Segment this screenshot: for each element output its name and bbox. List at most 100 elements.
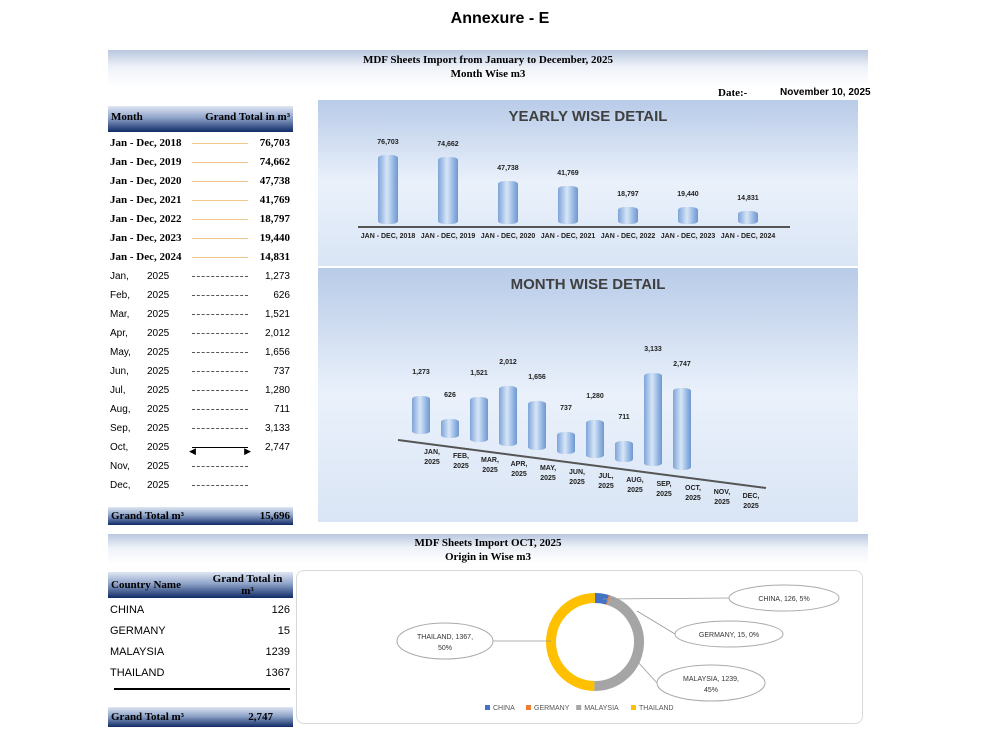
monthly-value-label: 1,280	[586, 392, 604, 400]
month-value: 1,656	[264, 347, 290, 358]
month-label: Feb,	[110, 290, 131, 301]
month-value: 711	[274, 404, 290, 415]
donut-data-label: GERMANY, 15, 0%	[699, 632, 759, 639]
origin-band-subtitle: Origin in Wise m3	[444, 551, 532, 563]
donut-slice-malaysia	[594, 595, 644, 691]
yearly-chart-title: YEARLY WISE DETAIL	[508, 108, 668, 125]
month-label: Aug,	[110, 404, 131, 415]
yearly-bar	[618, 207, 638, 224]
donut-slice-thailand	[546, 593, 596, 691]
monthly-bar	[470, 396, 488, 442]
monthly-tick-label: MAR, 2025	[481, 457, 499, 474]
page-title: Annexure - E	[450, 10, 550, 27]
year-value: 76,703	[259, 137, 290, 149]
yearly-tick-label: JAN - DEC, 2020	[480, 233, 536, 240]
month-value: 737	[273, 366, 290, 377]
month-year: 2025	[147, 442, 170, 453]
month-table-header: Month Grand Total in m³	[108, 106, 293, 132]
monthly-bar	[586, 419, 604, 458]
country-row: MALAYSIA 1239	[110, 642, 290, 662]
date-label: Date:-	[718, 87, 748, 99]
import-band-subtitle: Month Wise m3	[450, 68, 526, 80]
month-year: 2025	[147, 404, 170, 415]
month-label: Mar,	[110, 309, 130, 320]
monthly-tick-label: OCT, 2025	[685, 485, 701, 502]
month-label: Oct,	[110, 442, 129, 453]
grand-total-label: Grand Total m³	[111, 510, 184, 522]
donut-label-bubble	[674, 620, 784, 648]
country-table-divider	[114, 688, 290, 690]
month-value: 2,012	[264, 328, 290, 339]
monthly-value-label: 1,273	[412, 369, 430, 377]
monthly-value-label: 1,521	[470, 369, 488, 377]
year-value: 41,769	[259, 194, 290, 206]
yearly-value-label: 47,738	[497, 165, 519, 173]
month-row: Oct, 2025 ◀ ▶ 2,747	[110, 438, 290, 457]
month-year: 2025	[147, 480, 170, 491]
year-row: Jan - Dec, 2020 47,738	[110, 172, 290, 191]
donut-data-label: MALAYSIA, 1239,	[683, 676, 739, 683]
donut-label-bubble	[396, 622, 494, 660]
monthly-bar	[673, 388, 691, 470]
leader-line	[192, 276, 248, 277]
year-value: 18,797	[259, 213, 290, 225]
month-row: Apr, 2025 2,012	[110, 324, 290, 343]
monthly-tick-label: AUG, 2025	[626, 477, 644, 494]
legend-swatch	[631, 705, 636, 710]
month-year: 2025	[147, 366, 170, 377]
month-year: 2025	[147, 385, 170, 396]
yearly-value-label: 41,769	[557, 170, 579, 178]
monthly-tick-label: DEC, 2025	[742, 493, 760, 510]
legend-swatch	[485, 705, 490, 710]
year-label: Jan - Dec, 2020	[110, 175, 182, 187]
leader-line	[192, 162, 248, 163]
donut-label-bubble	[728, 584, 840, 612]
yearly-axis-line	[358, 226, 790, 228]
country-total-col-header: Grand Total in m³	[212, 573, 283, 597]
leader-line	[192, 485, 248, 486]
total-col-header: Grand Total in m³	[205, 111, 290, 123]
year-label: Jan - Dec, 2021	[110, 194, 182, 206]
month-value: 1,521	[264, 309, 290, 320]
monthly-value-label: 3,133	[644, 345, 662, 353]
month-label: Dec,	[110, 480, 131, 491]
donut-label-bubble	[656, 664, 766, 702]
origin-donut-chart: CHINA, 126, 5% GERMANY, 15, 0% MALAYSIA, 1…	[396, 584, 840, 712]
monthly-chart: 1,273 JAN, 2025 626 FEB, 2025 1,521 MAR, 2025…	[318, 268, 858, 522]
month-row: Sep, 2025 3,133	[110, 419, 290, 438]
year-row: Jan - Dec, 2022 18,797	[110, 210, 290, 229]
month-label: Jun,	[110, 366, 129, 377]
monthly-value-label: 737	[560, 405, 572, 413]
month-row: Jan, 2025 1,273	[110, 267, 290, 286]
import-band: MDF Sheets Import from January to Decemb…	[108, 50, 868, 87]
monthly-value-label: 1,656	[528, 373, 546, 381]
month-year: 2025	[147, 328, 170, 339]
monthly-chart-title: MONTH WISE DETAIL	[510, 276, 666, 293]
leader-line	[192, 333, 248, 334]
monthly-tick-label: FEB, 2025	[453, 453, 469, 470]
month-row: May, 2025 1,656	[110, 343, 290, 362]
year-value: 47,738	[259, 175, 290, 187]
leader-line	[192, 257, 248, 258]
monthly-value-label: 2,747	[673, 361, 691, 369]
donut-leader-line	[636, 610, 676, 635]
month-row: Aug, 2025 711	[110, 400, 290, 419]
month-row: Nov, 2025	[110, 457, 290, 476]
year-value: 19,440	[259, 232, 290, 244]
month-row: Dec, 2025	[110, 476, 290, 495]
month-row: Feb, 2025 626	[110, 286, 290, 305]
yearly-bar	[438, 156, 458, 224]
yearly-tick-label: JAN - DEC, 2023	[660, 233, 716, 240]
yearly-value-label: 14,831	[737, 194, 759, 202]
leader-line	[192, 352, 248, 353]
yearly-tick-label: JAN - DEC, 2024	[720, 233, 776, 240]
monthly-bar	[441, 419, 459, 438]
yearly-chart: 76,703 JAN - DEC, 2018 74,662 JAN - DEC, 20…	[318, 100, 858, 266]
monthly-tick-label: MAY, 2025	[539, 465, 557, 482]
import-band-title: MDF Sheets Import from January to Decemb…	[362, 54, 614, 66]
month-value: 2,747	[264, 442, 290, 453]
year-label: Jan - Dec, 2022	[110, 213, 182, 225]
legend-label: GERMANY	[534, 705, 570, 712]
yearly-value-label: 76,703	[377, 138, 399, 146]
yearly-value-label: 74,662	[437, 140, 459, 148]
